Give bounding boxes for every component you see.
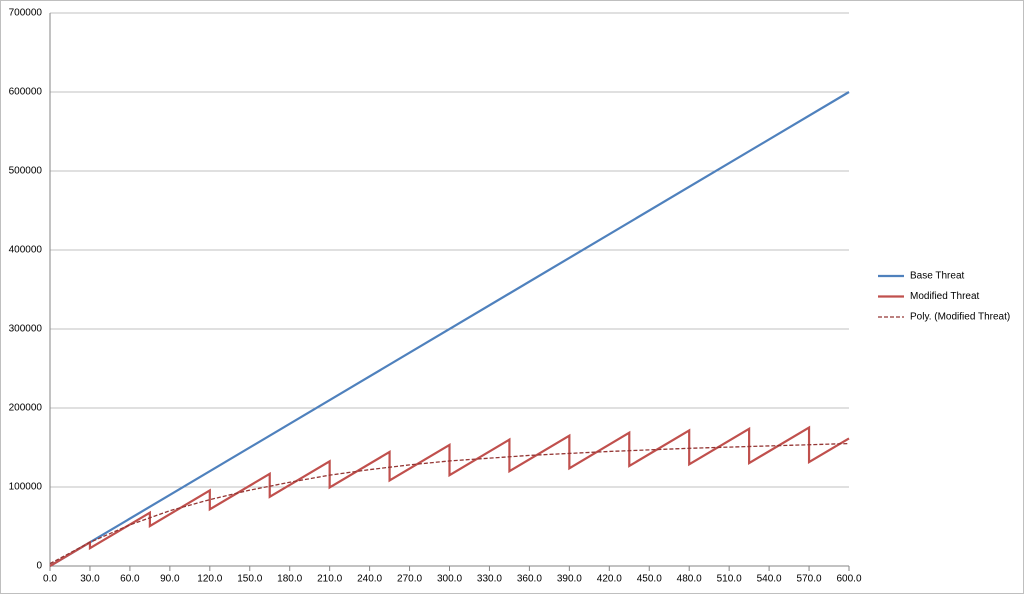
x-tick-label: 0.0	[43, 574, 57, 585]
y-tick-label: 200000	[9, 403, 43, 414]
x-tick-label: 600.0	[836, 574, 861, 585]
x-tick-label: 120.0	[197, 574, 222, 585]
y-tick-label: 600000	[9, 87, 43, 98]
x-tick-label: 480.0	[677, 574, 702, 585]
y-tick-label: 700000	[9, 8, 43, 19]
legend-label: Base Threat	[910, 271, 965, 282]
y-tick-label: 300000	[9, 324, 43, 335]
x-tick-label: 90.0	[160, 574, 180, 585]
series-line	[49, 91, 850, 567]
x-tick-label: 390.0	[557, 574, 582, 585]
x-tick-label: 270.0	[397, 574, 422, 585]
y-tick-label: 400000	[9, 245, 43, 256]
x-tick-label: 450.0	[637, 574, 662, 585]
x-tick-label: 330.0	[477, 574, 502, 585]
x-tick-label: 240.0	[357, 574, 382, 585]
y-tick-label: 500000	[9, 166, 43, 177]
x-tick-label: 180.0	[277, 574, 302, 585]
x-tick-label: 360.0	[517, 574, 542, 585]
legend-label: Poly. (Modified Threat)	[910, 312, 1010, 323]
x-tick-label: 540.0	[757, 574, 782, 585]
x-tick-label: 30.0	[80, 574, 100, 585]
y-tick-label: 100000	[9, 482, 43, 493]
legend-label: Modified Threat	[910, 291, 980, 302]
x-tick-label: 420.0	[597, 574, 622, 585]
x-tick-label: 510.0	[717, 574, 742, 585]
x-tick-label: 60.0	[120, 574, 140, 585]
x-tick-label: 150.0	[237, 574, 262, 585]
series-line	[49, 442, 850, 565]
y-tick-label: 0	[36, 561, 42, 572]
x-tick-label: 210.0	[317, 574, 342, 585]
x-tick-label: 300.0	[437, 574, 462, 585]
x-tick-label: 570.0	[797, 574, 822, 585]
